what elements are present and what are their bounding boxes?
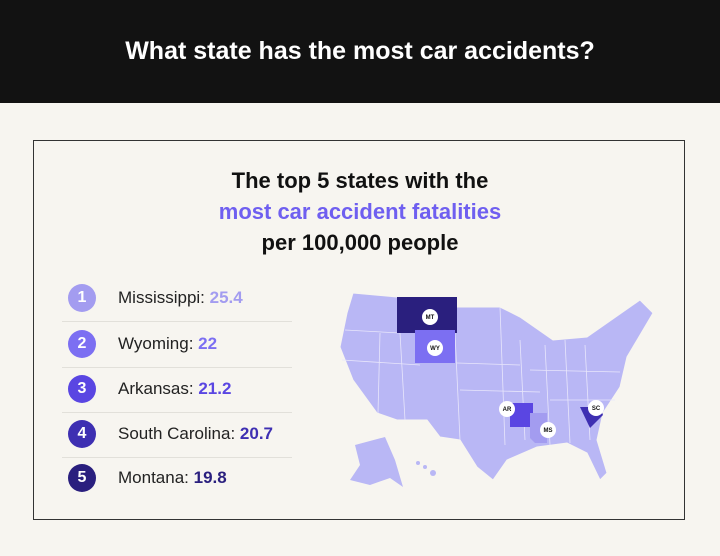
fatality-rate: 25.4 [209,288,243,307]
divider [62,321,292,322]
fatality-rate: 22 [198,334,218,353]
rank-badge: 5 [68,464,96,492]
subtitle-line-3: per 100,000 people [261,230,459,255]
divider [62,412,292,413]
state-name: South Carolina: [118,424,240,443]
state-arkansas [510,403,533,427]
label-sc: SC [592,406,601,412]
rank-badge: 4 [68,420,96,448]
label-ar: AR [503,407,512,413]
state-name: Mississippi: [118,288,210,307]
state-label: Arkansas: 21.2 [118,379,231,399]
state-label: Mississippi: 25.4 [118,288,243,308]
subtitle-line-2: most car accident fatalities [218,199,502,224]
subtitle-line-1: The top 5 states with the [231,168,489,193]
ranking-item: 3 Arkansas: 21.2 [68,367,293,411]
label-wy: WY [430,346,440,352]
ranking-item: 1 Mississippi: 25.4 [68,276,293,320]
hawaii [416,461,436,476]
fatality-rate: 20.7 [239,424,273,443]
label-mt: MT [426,315,435,321]
state-label: South Carolina: 20.7 [118,424,273,444]
state-name: Montana: [118,468,194,487]
ranking-item: 4 South Carolina: 20.7 [68,412,293,456]
state-borders [341,306,621,446]
rank-badge: 1 [68,284,96,312]
rank-badge: 3 [68,375,96,403]
divider [62,367,292,368]
state-label: Wyoming: 22 [118,334,217,354]
header-title: What state has the most car accidents? [0,0,720,103]
state-name: Wyoming: [118,334,199,353]
state-name: Arkansas: [118,379,199,398]
label-ms: MS [544,428,553,434]
ranking-item: 2 Wyoming: 22 [68,322,293,366]
rank-badge: 2 [68,330,96,358]
content-frame [33,140,685,520]
fatality-rate: 19.8 [193,468,227,487]
state-label: Montana: 19.8 [118,468,227,488]
ranking-item: 5 Montana: 19.8 [68,456,293,500]
divider [62,457,292,458]
fatality-rate: 21.2 [198,379,232,398]
alaska [350,437,403,487]
